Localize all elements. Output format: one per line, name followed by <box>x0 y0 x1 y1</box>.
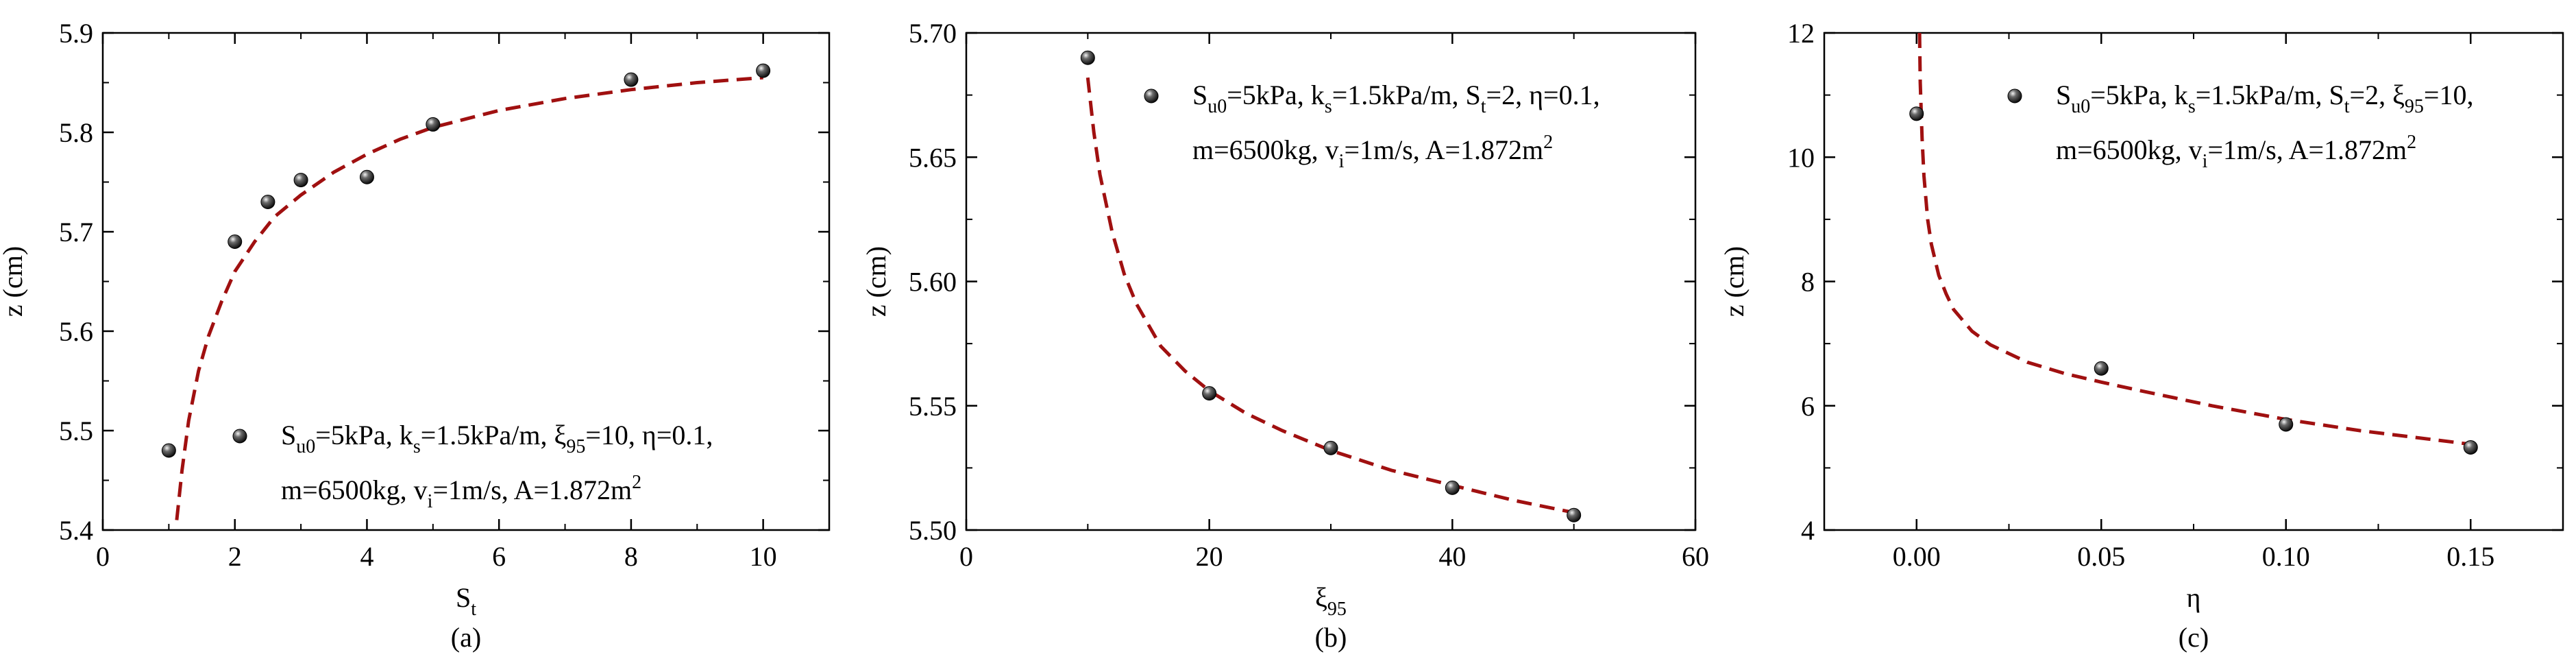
y-tick-label: 5.50 <box>909 515 957 546</box>
plot-area <box>1917 33 2471 446</box>
x-tick-label: 20 <box>1196 541 1223 572</box>
x-tick-label: 0.05 <box>2077 541 2125 572</box>
legend-marker <box>2007 88 2022 104</box>
panel-c: 0.00 0.05 0.10 0.15 4 6 8 10 12 η z (cm) (c) Su0​=5k… <box>1719 18 2564 653</box>
plot-area <box>1085 77 1575 515</box>
panel-label: (c) <box>2179 622 2209 653</box>
data-point <box>161 443 176 458</box>
y-tick-label: 4 <box>1801 515 1815 546</box>
data-point <box>1080 50 1095 65</box>
data-point <box>1909 106 1924 121</box>
y-tick-label: 8 <box>1801 267 1815 298</box>
y-tick-label: 12 <box>1787 18 1815 49</box>
y-tick-label: 6 <box>1801 391 1815 422</box>
legend-text: Su0​=5kPa, ks​=1.5kPa/m, ξ95​=10, η=0.1, <box>281 420 713 457</box>
legend-text: m=6500kg, vi​=1m/s, A=1.872m2​ <box>281 472 641 512</box>
data-point <box>228 235 243 249</box>
legend-text: m=6500kg, vi​=1m/s, A=1.872m2​ <box>2056 132 2416 172</box>
data-point <box>260 195 275 209</box>
legend-text: Su0​=5kPa, ks​=1.5kPa/m, St​=2, ξ95​=10, <box>2056 80 2473 117</box>
legend-text: Su0​=5kPa, ks​=1.5kPa/m, St​=2, η=0.1, <box>1192 80 1600 117</box>
fit-curve <box>1917 33 2471 446</box>
panel-b: 0 20 40 60 5.50 5.55 5.60 5.65 5.70 ξ95 z (cm) (b) S… <box>861 18 1709 653</box>
y-tick-label: 5.9 <box>59 18 93 49</box>
data-point <box>1323 440 1338 455</box>
data-point <box>1202 386 1217 401</box>
data-point <box>624 72 639 87</box>
x-axis-label: ξ95 <box>1315 582 1347 620</box>
x-tick-label: 6 <box>492 541 506 572</box>
panel-label: (a) <box>451 622 481 653</box>
y-tick-label: 5.65 <box>909 142 957 173</box>
y-tick-label: 5.5 <box>59 416 93 446</box>
panel-label: (b) <box>1315 622 1347 653</box>
x-tick-label: 10 <box>750 541 777 572</box>
legend-text: m=6500kg, vi​=1m/s, A=1.872m2​ <box>1192 132 1553 172</box>
data-point <box>756 63 771 78</box>
data-point <box>1445 480 1460 495</box>
y-tick-label: 5.7 <box>59 217 93 248</box>
x-tick-label: 4 <box>360 541 373 572</box>
x-tick-label: 60 <box>1682 541 1709 572</box>
x-tick-label: 0.15 <box>2446 541 2494 572</box>
data-point <box>2463 440 2478 455</box>
y-axis-label: z (cm) <box>0 246 28 317</box>
y-tick-label: 5.70 <box>909 18 957 49</box>
y-tick-label: 5.4 <box>59 515 93 546</box>
x-axis-label: St <box>456 582 476 620</box>
x-tick-label: 0.10 <box>2262 541 2310 572</box>
y-tick-label: 5.8 <box>59 117 93 148</box>
fit-curve <box>175 75 763 520</box>
legend-marker <box>232 429 247 444</box>
data-point <box>293 173 308 188</box>
data-point <box>2279 417 2294 432</box>
x-tick-label: 40 <box>1438 541 1466 572</box>
panel-a: 0 2 4 6 8 10 5.4 5.5 5.6 5.7 5.8 5.9 St z (cm) (a) Su0​… <box>0 18 831 653</box>
x-tick-label: 0 <box>96 541 110 572</box>
legend-marker <box>1144 88 1159 104</box>
y-axis-label: z (cm) <box>861 246 892 317</box>
plot-area <box>175 75 763 520</box>
y-tick-label: 10 <box>1787 142 1815 173</box>
x-tick-label: 2 <box>228 541 242 572</box>
plot-frame <box>101 32 831 531</box>
x-tick-label: 8 <box>624 541 638 572</box>
x-axis-label: η <box>2187 582 2201 613</box>
data-point <box>2094 361 2109 376</box>
x-tick-label: 0.00 <box>1893 541 1941 572</box>
y-tick-label: 5.6 <box>59 316 93 347</box>
y-axis-label: z (cm) <box>1719 246 1750 317</box>
fit-curve <box>1085 77 1575 515</box>
data-point <box>426 117 441 132</box>
y-tick-label: 5.55 <box>909 391 957 422</box>
y-tick-label: 5.60 <box>909 267 957 298</box>
data-point <box>359 169 374 184</box>
data-point <box>1567 507 1582 522</box>
x-tick-label: 0 <box>959 541 973 572</box>
